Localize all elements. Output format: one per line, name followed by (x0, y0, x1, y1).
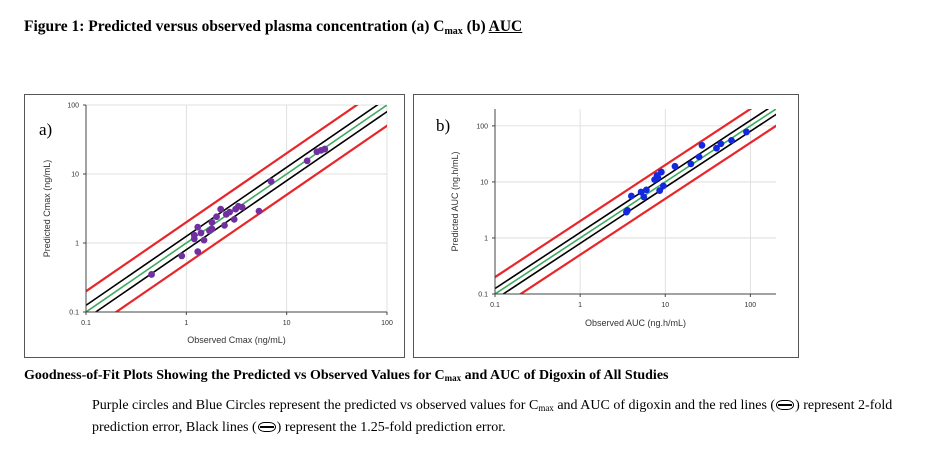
auc-data-point (743, 128, 750, 136)
panel-b-label: b) (436, 116, 450, 135)
auc-x-tick-label: 0.1 (490, 302, 500, 309)
auc-y-tick-label: 10 (480, 179, 488, 186)
auc-data-point (728, 137, 735, 144)
cmax-black-reference-line (86, 105, 379, 307)
auc-black-reference-line (501, 113, 776, 294)
cmax-data-point (221, 221, 228, 229)
cmax-data-point (208, 218, 216, 226)
cmax-black-reference-line (94, 110, 387, 312)
auc-x-tick-label: 100 (745, 302, 757, 309)
cmax-x-tick-label: 1 (184, 320, 188, 327)
auc-x-tick-label: 1 (578, 302, 582, 309)
cmax-y-tick-label: 1 (75, 241, 79, 248)
auc-data-point (640, 193, 648, 201)
cmax-data-point (321, 145, 329, 153)
auc-chart-svg: b) 0.1 1 10 100 0.1 1 10 100 Observed AUC (ng.h/… (436, 109, 776, 328)
auc-data-point (687, 160, 695, 168)
red-line-legend-icon (776, 400, 795, 410)
cmax-red-reference-line (86, 105, 359, 293)
cmax-data-point (226, 208, 234, 216)
cmax-data-point (238, 203, 246, 211)
cmax-y-tick-label: 10 (71, 172, 79, 179)
cmax-data-point (200, 236, 208, 244)
figure-title-middle: (b) (462, 18, 489, 35)
cmax-red-reference-line (114, 124, 387, 312)
cmax-data-point (213, 213, 220, 221)
cmax-data-point (230, 215, 238, 223)
figure-title-auc: AUC (488, 18, 523, 35)
auc-y-tick-label: 100 (476, 123, 488, 130)
cmax-data-point (194, 223, 202, 231)
auc-x-axis-label: Observed AUC (ng.h/mL) (585, 318, 686, 328)
cmax-green-reference-line (86, 105, 387, 312)
auc-y-tick-label: 0.1 (478, 292, 488, 299)
auc-data-point (627, 192, 635, 200)
auc-y-axis-label: Predicted AUC (ng.h/mL) (450, 151, 460, 251)
auc-data-point (717, 140, 725, 148)
cmax-x-axis-label: Observed Cmax (ng/mL) (187, 335, 286, 345)
cmax-data-point (194, 248, 202, 256)
auc-data-point (671, 162, 679, 170)
caption-title-subscript: max (444, 373, 462, 383)
cmax-data-point (208, 225, 216, 233)
cmax-data-point (267, 178, 275, 185)
panel-b-auc-chart: b) 0.1 1 10 100 0.1 1 10 100 Observed AUC (ng.h/… (413, 94, 799, 358)
auc-y-tick-label: 1 (484, 235, 488, 242)
cmax-y-axis-label: Predicted Cmax (ng/mL) (42, 160, 52, 258)
auc-data-point (624, 207, 631, 214)
auc-reference-lines (495, 109, 776, 294)
caption-title-end: and AUC of Digoxin of All Studies (461, 368, 669, 383)
panel-a-cmax-chart: a) 0.1 1 10 100 0.1 1 10 100 Observed Cmax (ng/m… (24, 94, 405, 358)
panel-a-label: a) (39, 120, 52, 139)
cmax-data-point (197, 229, 205, 237)
auc-black-reference-line (495, 109, 770, 290)
auc-data-point (698, 141, 706, 149)
cmax-y-tick-label: 100 (67, 103, 79, 110)
caption-body-part-2: and AUC of digoxin and the red lines ( (553, 398, 776, 413)
figure-title-subscript: max (444, 26, 463, 37)
auc-data-point (657, 168, 665, 176)
caption-body-part-1: Purple circles and Blue Circles represen… (92, 398, 539, 413)
auc-x-tick-label: 10 (661, 302, 669, 309)
cmax-chart-svg: a) 0.1 1 10 100 0.1 1 10 100 Observed Cmax (ng/m… (39, 103, 393, 346)
caption-body: Purple circles and Blue Circles represen… (92, 396, 912, 438)
auc-data-point (642, 186, 650, 194)
auc-data-point (695, 153, 703, 161)
cmax-data-point (217, 205, 225, 213)
cmax-y-tick-label: 0.1 (69, 310, 79, 317)
auc-red-reference-line (495, 109, 753, 279)
cmax-reference-lines (86, 105, 387, 312)
cmax-data-point (255, 207, 263, 215)
cmax-data-point (178, 252, 186, 260)
cmax-x-tick-label: 0.1 (81, 320, 91, 327)
auc-data-point (659, 182, 667, 190)
auc-red-reference-line (518, 124, 776, 294)
caption-body-part-4: ) represent the 1.25-fold prediction err… (276, 420, 506, 435)
figure-title-text: Figure 1: Predicted versus observed plas… (24, 18, 445, 35)
cmax-data-point (303, 157, 311, 165)
auc-data-point (654, 174, 662, 181)
caption-body-part-3: ) represent 2-fold prediction error, Bla… (92, 398, 893, 435)
cmax-x-tick-label: 10 (283, 320, 291, 327)
auc-data-point (713, 144, 720, 152)
cmax-data-point (190, 231, 198, 239)
cmax-data-point (148, 271, 155, 278)
figure-title: Figure 1: Predicted versus observed plas… (24, 18, 522, 37)
auc-green-reference-line (495, 109, 776, 294)
caption-title: Goodness-of-Fit Plots Showing the Predic… (24, 368, 668, 384)
caption-body-subscript: max (538, 403, 554, 413)
black-line-legend-icon (257, 422, 276, 432)
caption-title-text: Goodness-of-Fit Plots Showing the Predic… (24, 368, 445, 383)
auc-data-point (656, 187, 664, 194)
cmax-x-tick-label: 100 (381, 320, 393, 327)
